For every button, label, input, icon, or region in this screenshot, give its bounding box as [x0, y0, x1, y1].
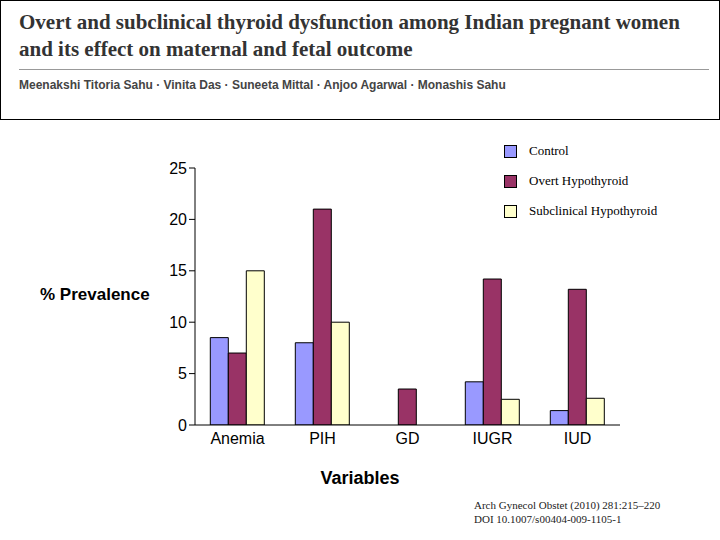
svg-text:Anemia: Anemia — [210, 430, 264, 447]
html-text:Arch Gynecol Obstet (2010) 281: Arch Gynecol Obstet (2010) 281:215–220 — [474, 499, 661, 511]
html-text:Control: Control — [529, 143, 569, 158]
svg-text:PIH: PIH — [309, 430, 336, 447]
svg-text:GD: GD — [396, 430, 420, 447]
html-text:Variables: Variables — [320, 468, 400, 488]
html-text:Subclinical Hypothyroid: Subclinical Hypothyroid — [529, 203, 658, 218]
html-text:DOI 10.1007/s00404-009-1105-1: DOI 10.1007/s00404-009-1105-1 — [474, 513, 622, 525]
svg-text:0: 0 — [178, 417, 187, 434]
svg-text:IUGR: IUGR — [473, 430, 513, 447]
html-text:Overt and subclinical thyroid: Overt and subclinical thyroid dysfunctio… — [19, 10, 680, 61]
svg-text:IUD: IUD — [564, 430, 592, 447]
svg-text:5: 5 — [178, 365, 187, 382]
svg-text:20: 20 — [169, 211, 187, 228]
html-text:Overt Hypothyroid: Overt Hypothyroid — [529, 173, 629, 188]
html-text:Meenakshi Titoria Sahu · Vinit: Meenakshi Titoria Sahu · Vinita Das · Su… — [19, 78, 506, 92]
svg-text:25: 25 — [169, 160, 187, 177]
svg-text:10: 10 — [169, 314, 187, 331]
html-text:% Prevalence: % Prevalence — [40, 285, 150, 304]
svg-text:15: 15 — [169, 262, 187, 279]
